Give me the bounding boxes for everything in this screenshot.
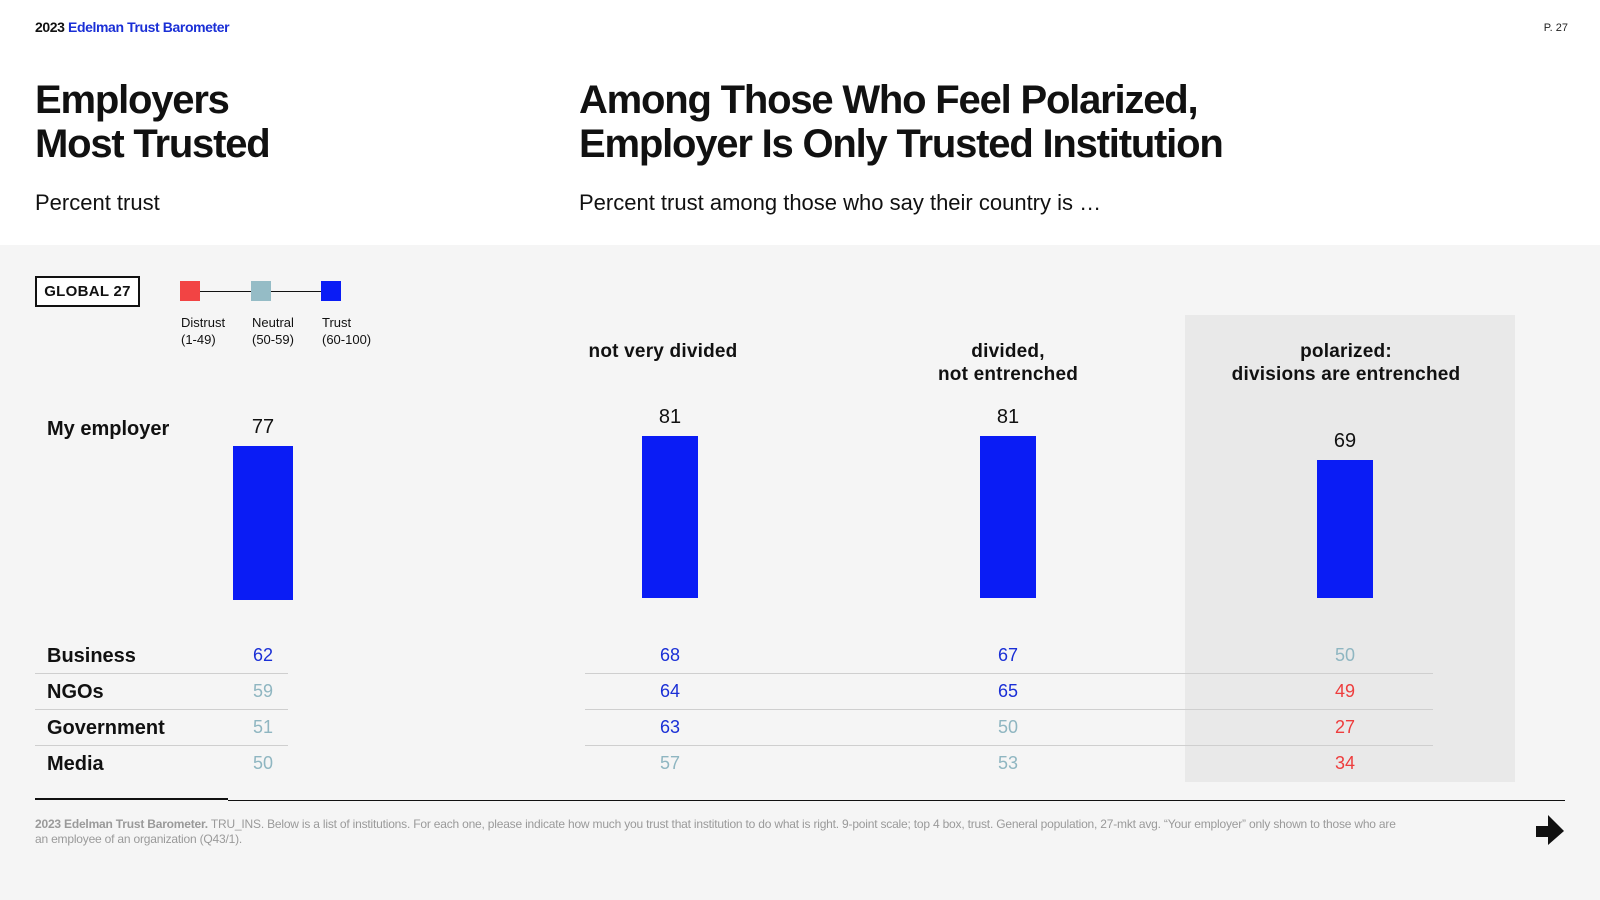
row-label-my-employer: My employer: [47, 418, 170, 440]
col-head-line: not entrenched: [937, 364, 1079, 385]
col-head-divided: divided, not entrenched: [858, 340, 1158, 386]
legend-trust-label: Trust (60-100): [322, 314, 371, 348]
right-title: Among Those Who Feel Polarized, Employer…: [579, 78, 1479, 166]
legend-distrust-swatch: [180, 281, 200, 301]
bar-label-divided: 81: [996, 406, 1020, 428]
legend-trust-name: Trust: [322, 315, 352, 330]
cell-ngos-polarized: 49: [1334, 681, 1356, 701]
bar-label-global: 77: [251, 416, 275, 438]
legend-neutral-range: (50-59): [252, 332, 294, 347]
legend-trust-swatch: [321, 281, 341, 301]
row-divider-right: [585, 709, 1433, 710]
legend-distrust-label: Distrust (1-49): [181, 314, 225, 348]
right-title-line2: Employer Is Only Trusted Institution: [579, 122, 1224, 166]
cell-government-divided: 50: [997, 717, 1019, 737]
row-label-ngos: NGOs: [47, 681, 104, 703]
cell-ngos-global: 59: [252, 681, 274, 701]
col-head-line: not very divided: [588, 341, 738, 362]
cell-ngos-divided: 65: [997, 681, 1019, 701]
bar-label-polarized: 69: [1333, 430, 1357, 452]
row-divider-left: [35, 673, 288, 674]
bar-not_very_divided: [642, 436, 698, 598]
row-label-government: Government: [47, 717, 165, 739]
legend-neutral-label: Neutral (50-59): [252, 314, 294, 348]
col-head-line: divisions are entrenched: [1231, 364, 1461, 385]
page-number: P. 27: [1543, 22, 1568, 34]
cell-business-divided: 67: [997, 645, 1019, 665]
bar-label-not_very_divided: 81: [658, 406, 682, 428]
cell-media-polarized: 34: [1334, 753, 1356, 773]
right-title-line1: Among Those Who Feel Polarized,: [579, 78, 1199, 122]
cell-government-global: 51: [252, 717, 274, 737]
bar-polarized: [1317, 460, 1373, 598]
cell-business-polarized: 50: [1334, 645, 1356, 665]
left-title: Employers Most Trusted: [35, 78, 515, 166]
row-divider-left: [35, 745, 288, 746]
row-divider-left: [35, 709, 288, 710]
footnote-text: TRU_INS. Below is a list of institutions…: [35, 817, 1396, 846]
right-subtitle: Percent trust among those who say their …: [579, 190, 1102, 215]
bottom-rule-thick: [35, 798, 228, 800]
cell-business-not_very_divided: 68: [659, 645, 681, 665]
footnote: 2023 Edelman Trust Barometer. TRU_INS. B…: [35, 817, 1405, 847]
legend-trust-range: (60-100): [322, 332, 372, 347]
cell-business-global: 62: [252, 645, 274, 665]
col-head-not-very-divided: not very divided: [513, 340, 813, 363]
legend-neutral-swatch: [251, 281, 271, 301]
cell-media-divided: 53: [997, 753, 1019, 773]
legend-neutral-name: Neutral: [252, 315, 294, 330]
row-label-media: Media: [47, 753, 104, 775]
cell-ngos-not_very_divided: 64: [659, 681, 681, 701]
legend-distrust-name: Distrust: [181, 315, 226, 330]
cell-government-polarized: 27: [1334, 717, 1356, 737]
col-head-polarized: polarized: divisions are entrenched: [1196, 340, 1496, 386]
bar-divided: [980, 436, 1036, 598]
brand-year: 2023: [35, 19, 65, 35]
col-head-line: divided,: [971, 341, 1045, 362]
next-arrow-icon[interactable]: [1533, 813, 1566, 846]
row-divider-right: [585, 745, 1433, 746]
cell-government-not_very_divided: 63: [659, 717, 681, 737]
footnote-source: 2023 Edelman Trust Barometer.: [35, 817, 208, 831]
brand-logo: 2023 Edelman Trust Barometer: [35, 19, 230, 35]
col-head-line: polarized:: [1300, 341, 1392, 362]
row-divider-right: [585, 673, 1433, 674]
bottom-rule: [228, 800, 1565, 801]
left-subtitle: Percent trust: [35, 190, 160, 215]
bar-global: [233, 446, 293, 600]
left-title-line1: Employers: [35, 78, 230, 122]
legend-distrust-range: (1-49): [181, 332, 216, 347]
cell-media-not_very_divided: 57: [659, 753, 681, 773]
brand-name: Edelman Trust Barometer: [68, 19, 230, 35]
global-27-badge: GLOBAL 27: [35, 276, 140, 307]
left-title-line2: Most Trusted: [35, 122, 271, 166]
row-label-business: Business: [47, 645, 136, 667]
cell-media-global: 50: [252, 753, 274, 773]
